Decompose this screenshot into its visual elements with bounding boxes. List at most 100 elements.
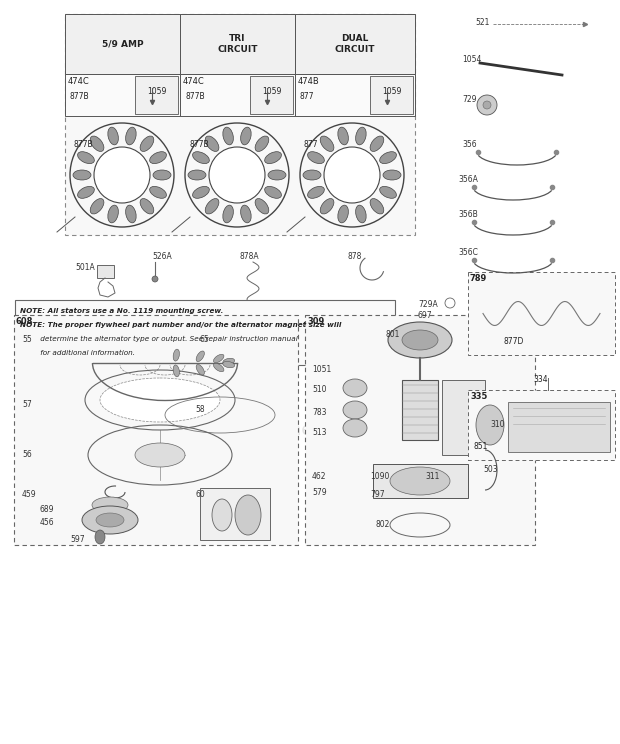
Text: 877: 877 [304,140,319,149]
Ellipse shape [370,199,384,214]
Ellipse shape [308,187,324,199]
Ellipse shape [193,187,210,199]
Bar [402,380,438,440]
Text: 802: 802 [375,520,389,529]
Ellipse shape [320,199,334,214]
Text: 356C: 356C [458,248,478,257]
Text: 310: 310 [490,420,505,429]
Text: 356B: 356B [458,210,478,219]
Ellipse shape [73,170,91,180]
Ellipse shape [268,170,286,180]
Ellipse shape [390,467,450,495]
Text: 851: 851 [473,442,487,451]
Ellipse shape [356,127,366,145]
Text: 1054: 1054 [462,55,481,64]
Text: 877B: 877B [74,140,94,149]
Ellipse shape [477,95,497,115]
Bar [373,464,468,498]
Ellipse shape [91,199,104,214]
Bar [250,76,293,114]
Ellipse shape [135,443,185,467]
Ellipse shape [320,136,334,152]
Text: NOTE: The proper flywheel part number and/or the alternator magnet size will: NOTE: The proper flywheel part number an… [20,322,342,328]
Text: 697: 697 [418,311,433,320]
Text: 58: 58 [195,405,205,414]
Ellipse shape [205,136,219,152]
Ellipse shape [343,379,367,397]
Text: 877D: 877D [503,337,523,346]
Circle shape [94,147,150,203]
Text: 60: 60 [195,490,205,499]
Text: 579: 579 [312,488,327,497]
Ellipse shape [255,199,269,214]
Ellipse shape [108,127,118,145]
Bar [15,300,395,365]
Ellipse shape [223,127,233,145]
Ellipse shape [126,205,136,223]
Text: 801: 801 [385,330,399,339]
Ellipse shape [343,419,367,437]
Bar [97,265,114,278]
Bar [14,315,298,545]
Text: 877B: 877B [189,140,208,149]
Circle shape [209,147,265,203]
Ellipse shape [223,359,234,365]
Text: 797: 797 [370,490,384,499]
Text: 510: 510 [312,385,327,394]
Circle shape [324,147,380,203]
Ellipse shape [140,199,154,214]
Ellipse shape [149,187,166,199]
Ellipse shape [92,497,128,513]
Text: TRI
CIRCUIT: TRI CIRCUIT [217,34,258,54]
Text: 459: 459 [22,490,37,499]
Bar [295,74,415,116]
Ellipse shape [213,354,224,362]
Bar [135,76,178,114]
Text: 5/9 AMP: 5/9 AMP [102,39,143,48]
Ellipse shape [213,363,224,372]
Text: 356A: 356A [458,175,478,184]
Ellipse shape [205,199,219,214]
Text: 1059: 1059 [262,86,281,95]
Ellipse shape [223,205,233,223]
Ellipse shape [173,349,179,361]
Text: 877B: 877B [70,92,90,101]
Text: 335: 335 [470,392,487,401]
Ellipse shape [303,170,321,180]
Ellipse shape [149,152,166,164]
Text: 878A: 878A [240,252,260,261]
Ellipse shape [338,127,348,145]
Text: 57: 57 [22,400,32,409]
Text: 1051: 1051 [312,365,331,374]
Ellipse shape [383,170,401,180]
Text: determine the alternator type or output. See repair instruction manual: determine the alternator type or output.… [20,336,298,342]
Bar [180,14,295,74]
Ellipse shape [402,330,438,350]
Ellipse shape [212,499,232,531]
Ellipse shape [265,187,281,199]
Text: 309: 309 [307,317,324,326]
Bar [468,272,615,355]
Ellipse shape [483,101,491,109]
Bar [468,390,615,460]
Text: 789: 789 [470,274,487,283]
Bar [370,76,413,114]
Ellipse shape [140,136,154,152]
Ellipse shape [338,205,348,223]
Ellipse shape [173,365,179,376]
Text: 474C: 474C [183,77,205,86]
Ellipse shape [343,401,367,419]
Text: 356: 356 [462,140,477,149]
Ellipse shape [265,152,281,164]
Ellipse shape [379,187,396,199]
Ellipse shape [82,506,138,534]
Text: eReplacementParts.com: eReplacementParts.com [200,421,420,439]
Bar [200,488,270,540]
Ellipse shape [95,530,105,544]
Bar [180,74,295,116]
Ellipse shape [241,127,251,145]
Bar [508,402,610,452]
Bar [65,14,180,74]
Text: 1059: 1059 [382,86,401,95]
Bar [65,14,415,235]
